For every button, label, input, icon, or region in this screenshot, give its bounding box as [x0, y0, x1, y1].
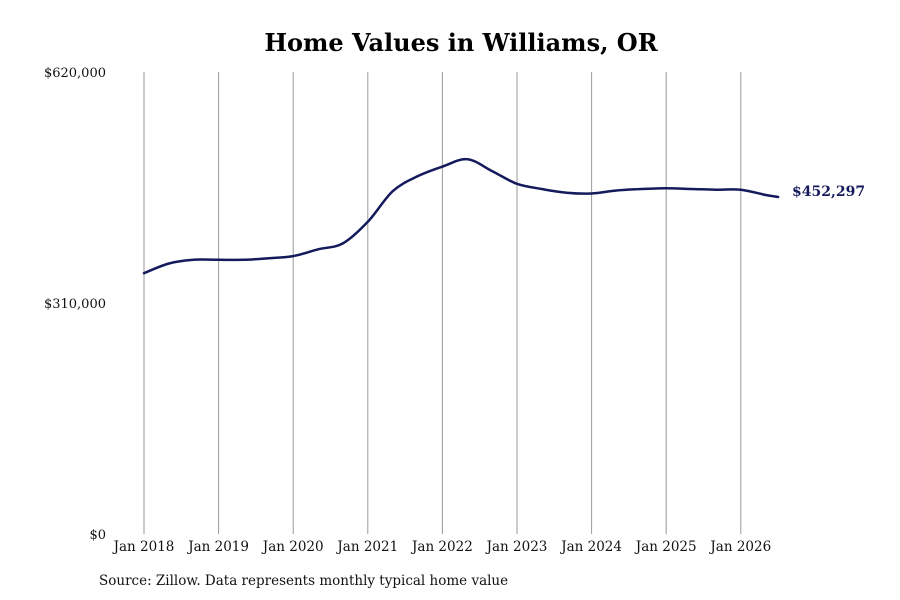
series-line	[142, 157, 780, 275]
x-tick-label: Jan 2023	[485, 539, 548, 555]
y-tick-label: $0	[89, 528, 106, 543]
x-tick-label: Jan 2026	[708, 539, 771, 555]
source-note: Source: Zillow. Data represents monthly …	[99, 573, 509, 589]
x-axis-ticks: Jan 2018 Jan 2019 Jan 2020 Jan 2021 Jan 2022…	[112, 539, 772, 555]
x-tick-label: Jan 2018	[112, 539, 175, 555]
chart-title: Home Values in Williams, OR	[264, 28, 658, 57]
y-tick-label: $620,000	[44, 66, 106, 81]
end-value-label: $452,297	[792, 184, 865, 200]
x-tick-label: Jan 2022	[410, 539, 473, 555]
x-tick-label: Jan 2019	[186, 539, 249, 555]
end-label-layer: $452,297	[792, 184, 865, 200]
y-axis-ticks: $620,000 $310,000 $0	[44, 66, 106, 543]
y-tick-label: $310,000	[44, 297, 106, 312]
x-tick-label: Jan 2025	[634, 539, 697, 555]
x-tick-label: Jan 2021	[335, 539, 398, 555]
grid-lines	[143, 72, 742, 534]
series-line-layer	[142, 157, 780, 275]
x-tick-label: Jan 2024	[559, 539, 622, 555]
x-tick-label: Jan 2020	[261, 539, 324, 555]
